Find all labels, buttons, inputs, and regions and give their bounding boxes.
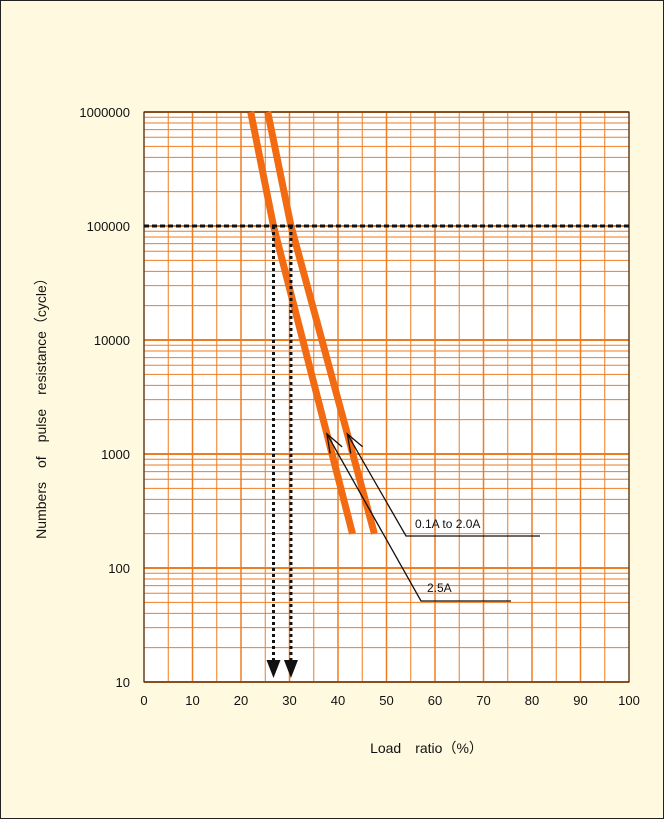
drop-arrowhead-1	[283, 660, 298, 678]
x-axis-title: Load ratio（%）	[370, 740, 483, 756]
x-tick-label: 20	[234, 693, 248, 708]
x-tick-label: 0	[140, 693, 147, 708]
y-tick-label: 100	[108, 561, 130, 576]
x-tick-label: 80	[525, 693, 539, 708]
x-tick-label: 40	[331, 693, 345, 708]
x-tick-label: 70	[476, 693, 490, 708]
y-tick-labels: 10 100 1000 10000 100000 1000000	[79, 105, 130, 690]
x-tick-label: 30	[282, 693, 296, 708]
y-tick-label: 10000	[94, 333, 130, 348]
leader-line-1	[346, 433, 540, 537]
x-tick-label: 10	[185, 693, 199, 708]
leader-arrowhead-1	[346, 432, 364, 454]
grid-major	[143, 111, 630, 683]
y-tick-label: 100000	[87, 219, 130, 234]
y-axis-title: Numbers of pulse resistance（cycle）	[33, 271, 49, 539]
drop-arrowhead-0	[266, 660, 281, 678]
series-label-1: 0.1A to 2.0A	[415, 517, 480, 531]
y-tick-label: 1000000	[79, 105, 130, 120]
x-tick-labels: 0 10 20 30 40 50 60 70 80 90 100	[140, 693, 639, 708]
leader-arrowhead-0	[325, 432, 343, 454]
series-label-0: 2.5A	[427, 581, 452, 595]
x-tick-label: 90	[573, 693, 587, 708]
x-tick-label: 50	[379, 693, 393, 708]
x-tick-label: 100	[618, 693, 640, 708]
x-tick-label: 60	[428, 693, 442, 708]
y-tick-label: 1000	[101, 447, 130, 462]
y-tick-label: 10	[116, 675, 130, 690]
series-labels: 0.1A to 2.0A 2.5A	[325, 432, 540, 602]
drop-arrows	[266, 226, 298, 678]
leader-line-0	[326, 433, 511, 602]
plot-border	[143, 111, 630, 683]
